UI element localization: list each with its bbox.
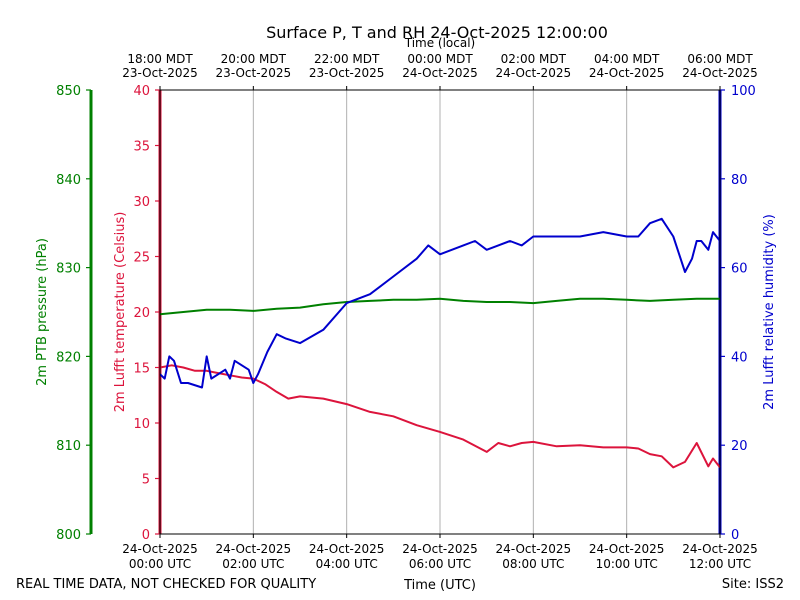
- pressure-axis-label: 2m PTB pressure (hPa): [35, 238, 50, 386]
- bottom-tick-time: 06:00 UTC: [409, 557, 471, 571]
- temperature-axis: 0 5 10 15 20 25 30 35 40: [133, 84, 162, 543]
- humidity-tick-label: 100: [731, 84, 756, 99]
- bottom-tick-date: 24-Oct-2025: [496, 542, 572, 556]
- bottom-tick-date: 24-Oct-2025: [402, 542, 478, 556]
- pressure-tick-label: 840: [56, 173, 81, 188]
- top-tick-time: 00:00 MDT: [407, 52, 473, 66]
- top-tick-date: 24-Oct-2025: [402, 66, 478, 80]
- pressure-tick-label: 820: [56, 350, 81, 365]
- pressure-axis: 800 810 820 830 840 850: [56, 84, 93, 543]
- temperature-tick-label: 0: [142, 528, 150, 543]
- humidity-tick-label: 60: [731, 262, 748, 277]
- bottom-axis-label: Time (UTC): [403, 578, 476, 593]
- top-tick-time: 04:00 MDT: [594, 52, 660, 66]
- humidity-axis-label: 2m Lufft relative humidity (%): [762, 214, 777, 410]
- temperature-tick-label: 5: [142, 473, 150, 488]
- temperature-series-line: [159, 364, 721, 469]
- humidity-tick-label: 20: [731, 439, 748, 454]
- top-tick-time: 18:00 MDT: [127, 52, 193, 66]
- top-tick-date: 23-Oct-2025: [216, 66, 292, 80]
- site-label: Site: ISS2: [722, 577, 784, 592]
- temperature-tick-label: 20: [133, 306, 150, 321]
- bottom-tick-date: 24-Oct-2025: [309, 542, 385, 556]
- humidity-tick-label: 80: [731, 173, 748, 188]
- plot-frame: [159, 89, 721, 535]
- bottom-tick-date: 24-Oct-2025: [682, 542, 758, 556]
- bottom-tick-date: 24-Oct-2025: [122, 542, 198, 556]
- pressure-tick-label: 810: [56, 439, 81, 454]
- top-tick-time: 20:00 MDT: [221, 52, 287, 66]
- top-tick-date: 24-Oct-2025: [496, 66, 572, 80]
- temperature-tick-label: 40: [133, 84, 150, 99]
- top-tick-date: 24-Oct-2025: [682, 66, 758, 80]
- pressure-tick-label: 800: [56, 528, 81, 543]
- vertical-gridlines: [252, 90, 628, 534]
- temperature-tick-label: 25: [133, 251, 150, 266]
- chart-title: Surface P, T and RH 24-Oct-2025 12:00:00: [266, 23, 608, 42]
- top-tick-date: 24-Oct-2025: [589, 66, 665, 80]
- temperature-tick-label: 30: [133, 195, 150, 210]
- humidity-tick-label: 40: [731, 350, 748, 365]
- data-series: [159, 217, 721, 469]
- top-tick-date: 23-Oct-2025: [309, 66, 385, 80]
- temperature-tick-label: 10: [133, 417, 150, 432]
- bottom-tick-time: 10:00 UTC: [596, 557, 658, 571]
- humidity-series-line: [159, 217, 721, 389]
- top-tick-date: 23-Oct-2025: [122, 66, 198, 80]
- humidity-tick-label: 0: [731, 528, 739, 543]
- top-tick-time: 06:00 MDT: [687, 52, 753, 66]
- bottom-tick-time: 04:00 UTC: [316, 557, 378, 571]
- pressure-tick-label: 830: [56, 262, 81, 277]
- pressure-tick-label: 850: [56, 84, 81, 99]
- bottom-tick-time: 08:00 UTC: [502, 557, 564, 571]
- temperature-tick-label: 15: [133, 362, 150, 377]
- bottom-tick-date: 24-Oct-2025: [589, 542, 665, 556]
- pressure-series-line: [159, 297, 720, 316]
- bottom-tick-time: 12:00 UTC: [689, 557, 751, 571]
- bottom-tick-date: 24-Oct-2025: [216, 542, 292, 556]
- bottom-tick-time: 02:00 UTC: [222, 557, 284, 571]
- top-tick-time: 22:00 MDT: [314, 52, 380, 66]
- humidity-axis: 0 20 40 60 80 100: [718, 84, 756, 543]
- top-axis-label: Time (local): [404, 36, 476, 50]
- bottom-tick-time: 00:00 UTC: [129, 557, 191, 571]
- temperature-axis-label: 2m Lufft temperature (Celsius): [113, 212, 128, 413]
- temperature-tick-label: 35: [133, 140, 150, 155]
- top-tick-time: 02:00 MDT: [501, 52, 567, 66]
- quality-disclaimer: REAL TIME DATA, NOT CHECKED FOR QUALITY: [16, 577, 316, 592]
